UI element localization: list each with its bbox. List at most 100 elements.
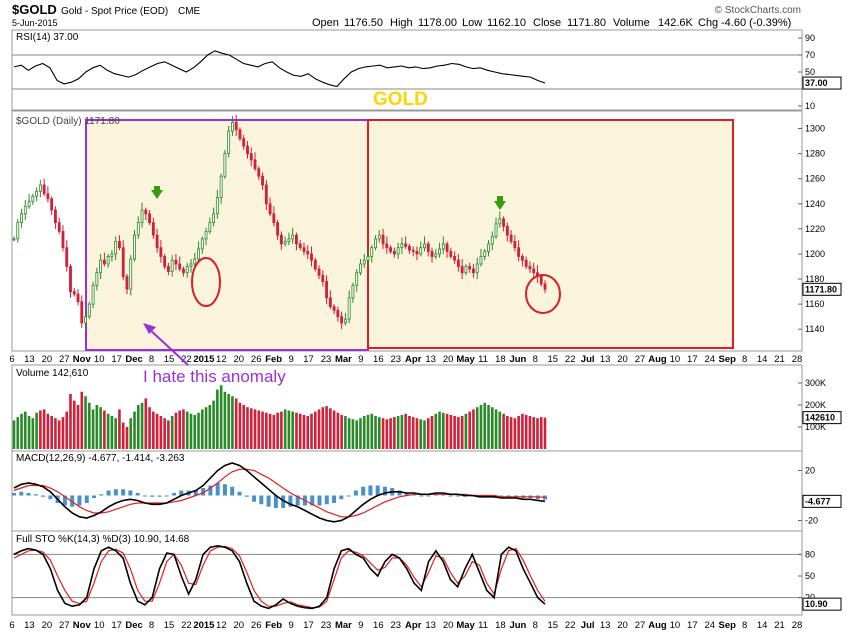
xtick-bottom-41: Sep xyxy=(719,620,737,631)
price-candle-36 xyxy=(148,213,152,223)
volume-bar-20 xyxy=(88,402,91,449)
macd-hist-bar-34 xyxy=(259,495,264,505)
rsi-last-value-box xyxy=(802,76,842,90)
macd-last-value: -4.677 xyxy=(805,496,831,506)
xtick-bottom-0: 6 xyxy=(9,620,14,631)
volume-bar-29 xyxy=(121,422,125,449)
volume-bar-104 xyxy=(404,413,407,449)
price-candle-71 xyxy=(279,234,283,245)
xtick-top-28: 18 xyxy=(495,354,506,365)
xtick-top-41: Sep xyxy=(719,354,737,365)
price-candle-33 xyxy=(136,222,140,236)
xtick-bottom-35: 20 xyxy=(617,620,628,631)
xtick-top-13: 20 xyxy=(233,354,244,365)
price-candle-18 xyxy=(80,301,84,324)
volume-bar-39 xyxy=(159,416,163,449)
volume-bar-130 xyxy=(502,413,505,449)
price-candle-14 xyxy=(65,247,69,267)
sto-k-line xyxy=(13,544,546,610)
price-candle-124 xyxy=(479,256,483,265)
volume-bar-97 xyxy=(377,417,381,449)
xtick-top-36: 27 xyxy=(635,354,646,365)
volume-bar-127 xyxy=(490,407,494,449)
macd-hist-bar-50 xyxy=(375,485,380,496)
macd-group: -20 20 -4.677 xyxy=(12,462,842,526)
macd-hist-bar-43 xyxy=(324,495,329,505)
rsi-title: RSI(14) 37.00 xyxy=(16,32,79,43)
xtick-bottom-45: 28 xyxy=(792,620,803,631)
symbol-description: Gold - Spot Price (EOD) xyxy=(61,6,168,17)
rsi-ytick-50: 50 xyxy=(805,67,815,77)
price-candle-21 xyxy=(91,284,95,305)
sto-ytick-20: 20 xyxy=(805,593,815,603)
volume-bar-99 xyxy=(385,419,389,449)
price-candle-104 xyxy=(404,243,408,247)
price-candle-126 xyxy=(487,243,490,252)
price-candle-53 xyxy=(212,213,216,223)
volume-bar-85 xyxy=(332,410,336,449)
price-candle-65 xyxy=(257,168,261,177)
price-candle-29 xyxy=(121,247,125,277)
price-candle-78 xyxy=(306,251,310,255)
volume-bar-26 xyxy=(110,416,114,449)
volume-bar-60 xyxy=(238,402,242,449)
rsi-group: 10 50 70 90 37.00 xyxy=(12,33,842,111)
volume-bar-25 xyxy=(106,413,110,449)
xtick-bottom-28: 18 xyxy=(495,620,506,631)
volume-bar-126 xyxy=(487,405,490,449)
price-candle-40 xyxy=(163,256,167,267)
macd-hist-bar-30 xyxy=(230,486,235,496)
price-candle-135 xyxy=(520,256,524,261)
volume-bar-9 xyxy=(46,413,50,449)
volume-bar-14 xyxy=(65,411,69,449)
sto-last-value-box xyxy=(802,597,842,611)
volume-bar-121 xyxy=(468,411,471,449)
xtick-top-6: 17 xyxy=(111,354,122,365)
volume-title: Volume 142,610 xyxy=(16,368,89,379)
volume-bar-15 xyxy=(69,394,72,449)
price-candle-60 xyxy=(238,129,242,139)
price-ytick-1180: 1180 xyxy=(805,274,824,284)
price-candle-77 xyxy=(302,247,306,252)
red-range-box xyxy=(367,119,734,349)
price-group: 1140 1160 1180 1200 1220 1240 1260 1280 1300 1171… xyxy=(12,114,842,334)
purple-range-box xyxy=(85,119,369,351)
xtick-bottom-23: Apr xyxy=(405,620,422,631)
xtick-bottom-34: 13 xyxy=(600,620,611,631)
xtick-top-3: 27 xyxy=(59,354,70,365)
price-candle-112 xyxy=(434,253,438,257)
xtick-bottom-11: 2015 xyxy=(193,620,215,631)
price-candle-86 xyxy=(336,309,340,318)
macd-hist-bar-4 xyxy=(41,495,46,497)
price-candle-25 xyxy=(106,256,110,265)
volume-bar-53 xyxy=(212,400,215,449)
xtick-top-42: 8 xyxy=(742,354,747,365)
xtick-bottom-31: 15 xyxy=(547,620,558,631)
price-candle-76 xyxy=(298,243,302,249)
macd-hist-bar-17 xyxy=(135,493,140,496)
volume-bar-102 xyxy=(396,416,400,449)
price-candle-72 xyxy=(283,241,287,245)
xtick-top-23: Apr xyxy=(405,354,422,365)
volume-bar-51 xyxy=(204,407,208,449)
price-candle-93 xyxy=(362,259,366,265)
panel-frames xyxy=(11,29,803,616)
price-last-value-box xyxy=(802,282,842,296)
xtick-top-33: Jul xyxy=(581,354,595,365)
xtick-top-35: 20 xyxy=(617,354,628,365)
price-candle-19 xyxy=(84,316,87,324)
volume-ytick-0: 100K xyxy=(805,422,826,432)
price-candle-113 xyxy=(438,248,441,255)
volume-bar-31 xyxy=(129,418,133,449)
price-candle-100 xyxy=(389,247,393,252)
price-candle-94 xyxy=(366,256,370,261)
volume-bar-114 xyxy=(442,412,445,449)
volume-bar-98 xyxy=(381,418,385,449)
macd-hist-bar-56 xyxy=(419,495,424,497)
price-candle-125 xyxy=(483,251,487,257)
price-candle-114 xyxy=(441,243,445,250)
macd-hist-bar-32 xyxy=(244,495,249,497)
price-candle-106 xyxy=(411,249,415,252)
macd-hist-bar-54 xyxy=(404,493,409,496)
volume-bar-12 xyxy=(57,420,61,449)
